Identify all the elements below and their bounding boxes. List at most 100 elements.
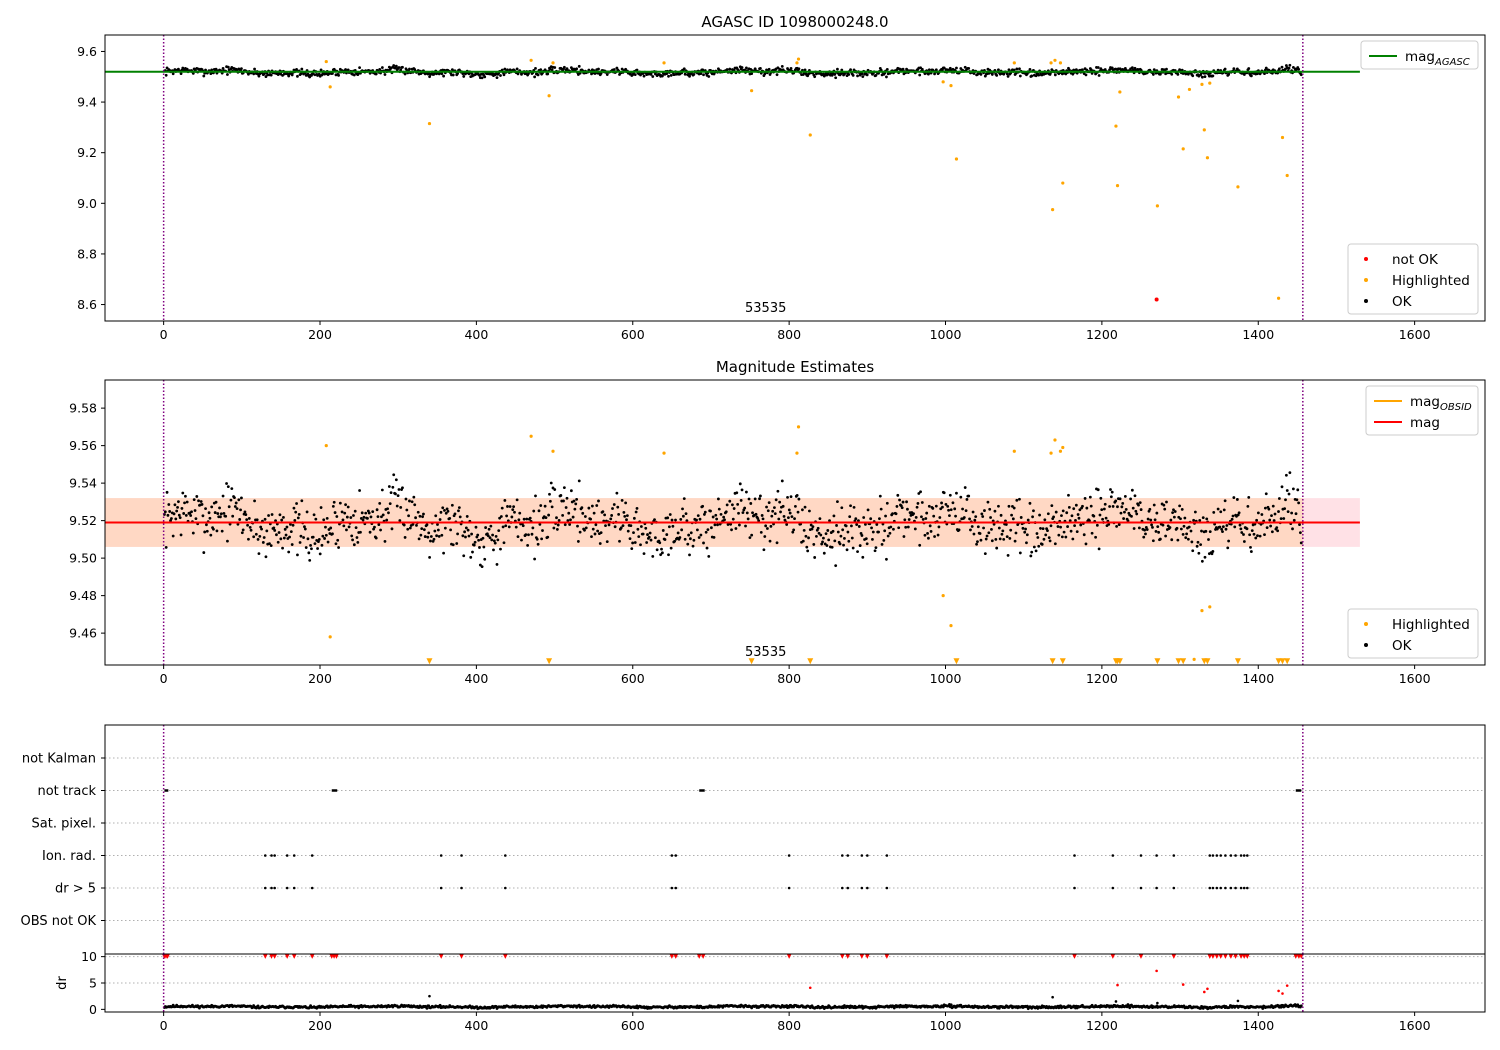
ok-point: [794, 504, 797, 508]
ok-point: [593, 532, 597, 536]
panel-agasc-magnitude: AGASC ID 1098000248.0 53535 0 200 400 600 800 1…: [77, 13, 1486, 342]
highlighted-offscale-marker: [1284, 658, 1291, 665]
ok-point: [1030, 550, 1034, 554]
ok-point: [201, 514, 205, 518]
ok-point: [797, 67, 801, 71]
ok-point: [713, 523, 717, 527]
ok-point: [856, 550, 859, 553]
ok-point: [1009, 528, 1013, 532]
ok-point: [1142, 535, 1146, 539]
ok-point: [635, 507, 639, 510]
ok-point: [676, 531, 680, 535]
ok-point: [665, 72, 669, 75]
ok-point: [940, 501, 943, 505]
ok-point: [1152, 503, 1156, 507]
ok-point: [1270, 530, 1274, 534]
flag-point: [1234, 886, 1237, 890]
ok-point: [295, 502, 298, 505]
ok-point: [637, 535, 641, 539]
ok-point: [367, 511, 371, 515]
flag-point: [860, 886, 864, 890]
x-tick-label: 1200: [1086, 671, 1118, 686]
highlighted-offscale-marker: [1279, 658, 1286, 665]
flag-point: [841, 854, 844, 857]
ok-point: [603, 513, 607, 517]
ok-point: [581, 511, 585, 515]
ok-point: [986, 500, 990, 504]
ok-point: [1285, 489, 1289, 492]
ok-point: [1179, 517, 1182, 521]
ok-point: [480, 76, 484, 80]
ok-point: [1078, 508, 1082, 512]
ok-point: [403, 72, 407, 76]
ok-point: [1123, 510, 1126, 514]
ok-point: [699, 533, 703, 537]
ok-point: [1223, 499, 1227, 503]
ok-point: [902, 535, 906, 538]
ok-point: [1242, 540, 1246, 543]
ok-point: [1115, 525, 1119, 528]
ok-point: [227, 505, 231, 509]
ok-point: [858, 544, 862, 547]
ok-point: [1191, 74, 1195, 78]
ok-point: [316, 547, 319, 550]
ok-point: [550, 505, 554, 509]
ok-point: [435, 534, 438, 538]
ok-point: [1107, 522, 1111, 526]
flag-point: [1172, 854, 1176, 857]
ok-point: [989, 516, 992, 519]
ok-point: [796, 510, 800, 514]
ok-point: [628, 537, 632, 541]
ok-point: [573, 507, 577, 511]
ok-point: [725, 68, 729, 71]
dr-clipped-marker: [865, 954, 870, 959]
ok-point: [689, 531, 693, 535]
ok-point: [740, 488, 744, 492]
ok-point: [450, 503, 454, 507]
ok-point: [681, 514, 685, 518]
ok-point: [928, 524, 932, 528]
ok-point: [438, 518, 442, 521]
ok-point: [1133, 494, 1137, 498]
highlighted-offscale-marker: [1154, 658, 1161, 665]
ok-point: [508, 505, 512, 508]
ok-point: [750, 533, 754, 537]
ok-point: [874, 73, 878, 77]
highlighted-point: [324, 59, 328, 64]
y-tick-label: 9.4: [77, 95, 97, 110]
ok-point: [1081, 68, 1084, 72]
ok-point: [499, 547, 502, 551]
ok-point: [990, 527, 993, 531]
ok-point: [866, 508, 870, 512]
ok-point: [1074, 519, 1077, 522]
flag-point: [670, 886, 674, 890]
ok-point: [344, 503, 347, 507]
ok-point: [864, 522, 867, 526]
ok-point: [813, 556, 817, 559]
ok-point: [415, 524, 418, 527]
ok-point: [804, 534, 808, 538]
dr-clipped-marker: [845, 954, 850, 959]
ok-point: [215, 529, 219, 533]
ok-point: [912, 512, 915, 515]
ok-point: [397, 488, 401, 491]
ok-point: [299, 534, 303, 538]
dr-high-point: [1181, 983, 1185, 986]
ok-point: [590, 504, 594, 508]
highlighted-point: [1155, 204, 1159, 208]
ok-point: [1143, 528, 1147, 532]
ok-point: [278, 513, 282, 517]
ok-point: [728, 499, 732, 503]
ok-point: [683, 537, 687, 541]
flag-point: [263, 854, 267, 857]
ok-point: [624, 501, 628, 505]
ok-point: [318, 552, 322, 556]
ok-point: [1144, 532, 1147, 536]
ok-point: [411, 522, 415, 526]
ok-point: [692, 538, 696, 542]
ok-point: [1023, 530, 1027, 534]
ok-point: [1124, 508, 1128, 511]
ok-point: [1030, 74, 1034, 78]
ok-point: [375, 508, 379, 512]
ok-point: [208, 516, 212, 520]
